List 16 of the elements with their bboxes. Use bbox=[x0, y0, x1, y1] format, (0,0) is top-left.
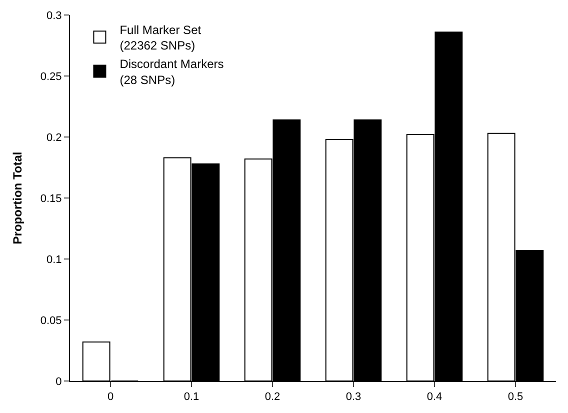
legend-label: Discordant Markers (28 SNPs) bbox=[120, 57, 224, 87]
legend-label: Full Marker Set (22362 SNPs) bbox=[120, 22, 202, 53]
x-tick-label: 0.4 bbox=[426, 391, 442, 404]
y-tick-label: 0.2 bbox=[46, 132, 62, 144]
y-tick-label: 0 bbox=[56, 376, 62, 388]
y-tick-label: 0.3 bbox=[46, 10, 62, 22]
x-tick-label: 0.1 bbox=[184, 391, 200, 404]
x-tick-label: 0.3 bbox=[346, 391, 362, 404]
y-tick-label: 0.1 bbox=[46, 254, 62, 266]
y-tick-label: 0.25 bbox=[40, 70, 62, 83]
y-axis-title: Proportion Total bbox=[10, 152, 25, 244]
x-tick-label: 0 bbox=[107, 391, 114, 404]
y-tick-label: 0.15 bbox=[40, 192, 62, 205]
x-tick-label: 0.5 bbox=[508, 391, 524, 404]
x-tick-label: 0.2 bbox=[264, 391, 280, 404]
y-tick-label: 0.05 bbox=[40, 314, 62, 327]
